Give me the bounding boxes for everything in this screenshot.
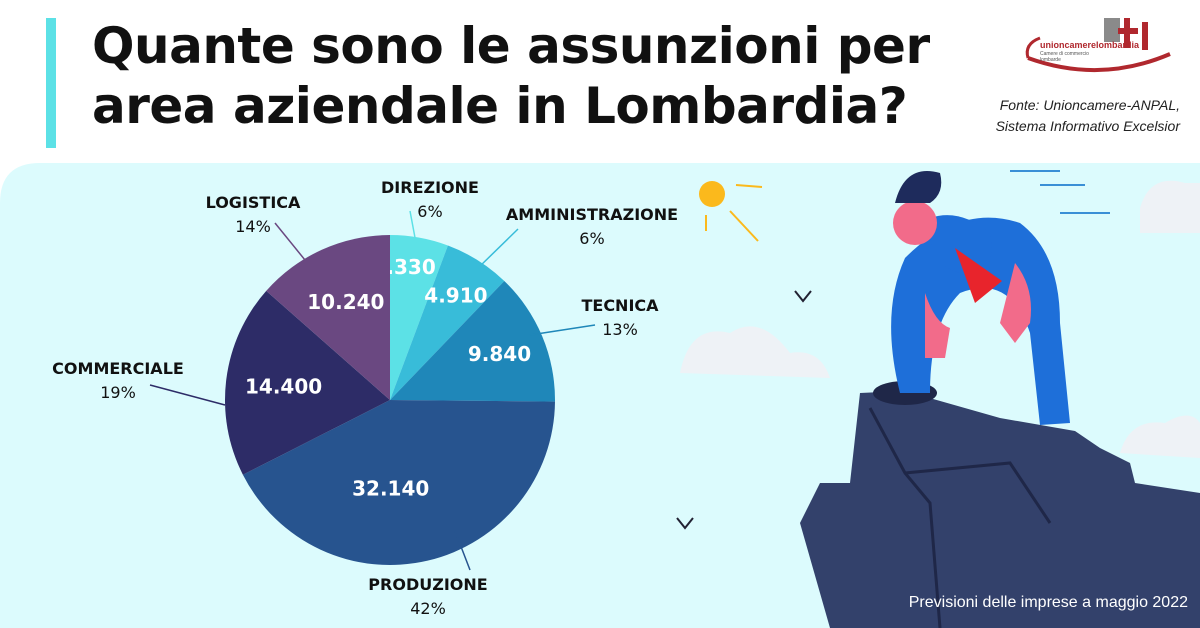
slice-value-logistica: 10.240 bbox=[307, 290, 384, 314]
slice-name-produzione: PRODUZIONE bbox=[368, 575, 487, 594]
leader-line-produzione bbox=[454, 530, 471, 571]
logo-subtitle: Camere di commercio lombarde bbox=[1040, 51, 1089, 63]
cloud-icon bbox=[1120, 415, 1200, 458]
leader-line-logistica bbox=[274, 222, 306, 261]
leader-line-tecnica bbox=[529, 324, 596, 336]
leader-line-commerciale bbox=[149, 384, 226, 406]
page-title: Quante sono le assunzioni per area azien… bbox=[92, 17, 930, 135]
unioncamere-logo: unioncamerelombardia Camere di commercio… bbox=[1020, 14, 1180, 80]
slice-percent-logistica: 14% bbox=[235, 217, 271, 236]
slice-name-direzione: DIREZIONE bbox=[381, 178, 479, 197]
sun-icon bbox=[699, 181, 763, 242]
source-line-2: Sistema Informativo Excelsior bbox=[995, 118, 1180, 134]
slice-name-logistica: LOGISTICA bbox=[206, 193, 301, 212]
slice-value-amministrazione: 4.910 bbox=[424, 283, 487, 307]
rock-illustration bbox=[800, 391, 1200, 628]
slice-percent-produzione: 42% bbox=[410, 599, 446, 618]
cloud-icon bbox=[1140, 180, 1200, 233]
pie-slice-commerciale bbox=[225, 290, 390, 475]
logo-name: unioncamerelombardia bbox=[1040, 40, 1140, 50]
leader-line-amministrazione bbox=[475, 228, 519, 271]
slice-value-tecnica: 9.840 bbox=[468, 342, 531, 366]
slice-name-tecnica: TECNICA bbox=[581, 296, 659, 315]
slice-value-produzione: 32.140 bbox=[352, 476, 429, 500]
slice-value-commerciale: 14.400 bbox=[245, 374, 322, 398]
leader-line-direzione bbox=[409, 210, 417, 244]
slice-name-amministrazione: AMMINISTRAZIONE bbox=[506, 205, 678, 224]
pie-slice-amministrazione bbox=[390, 245, 505, 400]
bird-icon bbox=[676, 517, 694, 530]
slice-name-commerciale: COMMERCIALE bbox=[52, 359, 184, 378]
title-accent-bar bbox=[46, 18, 56, 148]
person-illustration bbox=[873, 171, 1070, 425]
source-line-1: Fonte: Unioncamere-ANPAL, bbox=[999, 97, 1180, 113]
source-note: Fonte: Unioncamere-ANPAL, Sistema Inform… bbox=[996, 95, 1180, 137]
pie-slice-tecnica bbox=[390, 281, 555, 402]
wind-lines bbox=[1010, 170, 1110, 214]
logo-graphic bbox=[1025, 18, 1171, 73]
footer-note: Previsioni delle imprese a maggio 2022 bbox=[908, 594, 1188, 611]
slice-percent-commerciale: 19% bbox=[100, 383, 136, 402]
slice-percent-amministrazione: 6% bbox=[579, 229, 604, 248]
pie-slice-produzione bbox=[242, 400, 555, 565]
pie-slice-direzione bbox=[390, 235, 448, 400]
bird-icon bbox=[794, 290, 812, 303]
pie-slice-logistica bbox=[266, 235, 390, 400]
cloud-icon bbox=[680, 326, 830, 378]
slice-percent-tecnica: 13% bbox=[602, 320, 638, 339]
slice-percent-direzione: 6% bbox=[417, 202, 442, 221]
pie-chart: 4.330DIREZIONE6%4.910AMMINISTRAZIONE6%9.… bbox=[52, 178, 678, 618]
